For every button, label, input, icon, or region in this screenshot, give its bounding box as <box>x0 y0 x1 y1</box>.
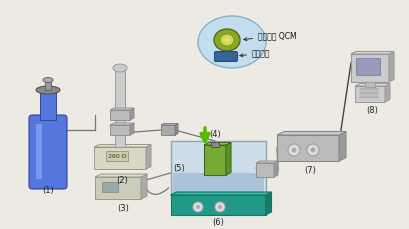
Polygon shape <box>204 142 231 145</box>
Polygon shape <box>171 141 265 196</box>
Bar <box>40 88 56 120</box>
Polygon shape <box>171 195 265 215</box>
Text: (1): (1) <box>42 185 54 194</box>
Ellipse shape <box>214 29 240 51</box>
Ellipse shape <box>220 34 234 46</box>
Circle shape <box>288 144 300 156</box>
Text: (6): (6) <box>212 218 224 227</box>
Polygon shape <box>175 123 178 135</box>
Polygon shape <box>355 84 390 86</box>
Circle shape <box>307 144 319 156</box>
Polygon shape <box>95 174 147 177</box>
Circle shape <box>193 202 203 212</box>
Polygon shape <box>146 144 151 169</box>
Text: 교반막대: 교반막대 <box>240 49 270 58</box>
Bar <box>365 82 375 87</box>
Circle shape <box>196 205 200 209</box>
Polygon shape <box>351 52 394 54</box>
Ellipse shape <box>43 77 53 82</box>
Polygon shape <box>110 125 130 135</box>
Polygon shape <box>256 161 278 163</box>
Bar <box>356 58 380 75</box>
Polygon shape <box>173 173 263 194</box>
Polygon shape <box>110 123 134 125</box>
Polygon shape <box>385 84 390 102</box>
Circle shape <box>292 147 297 153</box>
Text: (3): (3) <box>117 204 129 213</box>
FancyBboxPatch shape <box>29 115 67 189</box>
Polygon shape <box>204 145 226 175</box>
Polygon shape <box>277 131 346 135</box>
Bar <box>211 142 219 147</box>
Bar <box>106 151 128 161</box>
Text: 260 D: 260 D <box>108 155 126 160</box>
Polygon shape <box>130 108 134 120</box>
Ellipse shape <box>36 86 60 94</box>
Text: (8): (8) <box>366 106 378 114</box>
Ellipse shape <box>113 64 127 72</box>
Circle shape <box>218 205 222 209</box>
Bar <box>45 80 51 90</box>
Polygon shape <box>277 135 339 161</box>
Polygon shape <box>161 125 175 135</box>
Polygon shape <box>389 52 394 82</box>
Polygon shape <box>115 68 125 147</box>
Ellipse shape <box>224 38 230 43</box>
Polygon shape <box>161 123 178 125</box>
Ellipse shape <box>198 16 266 68</box>
FancyBboxPatch shape <box>214 52 238 62</box>
Polygon shape <box>265 192 272 215</box>
Polygon shape <box>339 131 346 161</box>
Polygon shape <box>130 123 134 135</box>
Polygon shape <box>94 147 146 169</box>
Polygon shape <box>351 54 389 82</box>
Polygon shape <box>110 108 134 110</box>
Text: 전기도금 QCM: 전기도금 QCM <box>244 31 297 41</box>
Polygon shape <box>110 110 130 120</box>
Bar <box>102 182 118 192</box>
Bar <box>36 124 42 179</box>
Text: (5): (5) <box>173 164 185 172</box>
Polygon shape <box>274 161 278 177</box>
Circle shape <box>215 202 225 212</box>
Bar <box>360 88 378 90</box>
Bar <box>360 92 378 94</box>
Circle shape <box>310 147 315 153</box>
Text: (4): (4) <box>209 131 221 139</box>
Text: (7): (7) <box>304 166 316 174</box>
Polygon shape <box>141 174 147 199</box>
Polygon shape <box>226 142 231 175</box>
Polygon shape <box>256 163 274 177</box>
Polygon shape <box>95 177 141 199</box>
Text: (2): (2) <box>116 175 128 185</box>
Polygon shape <box>94 144 151 147</box>
Polygon shape <box>171 192 272 195</box>
Bar <box>360 96 378 98</box>
Polygon shape <box>355 86 385 102</box>
